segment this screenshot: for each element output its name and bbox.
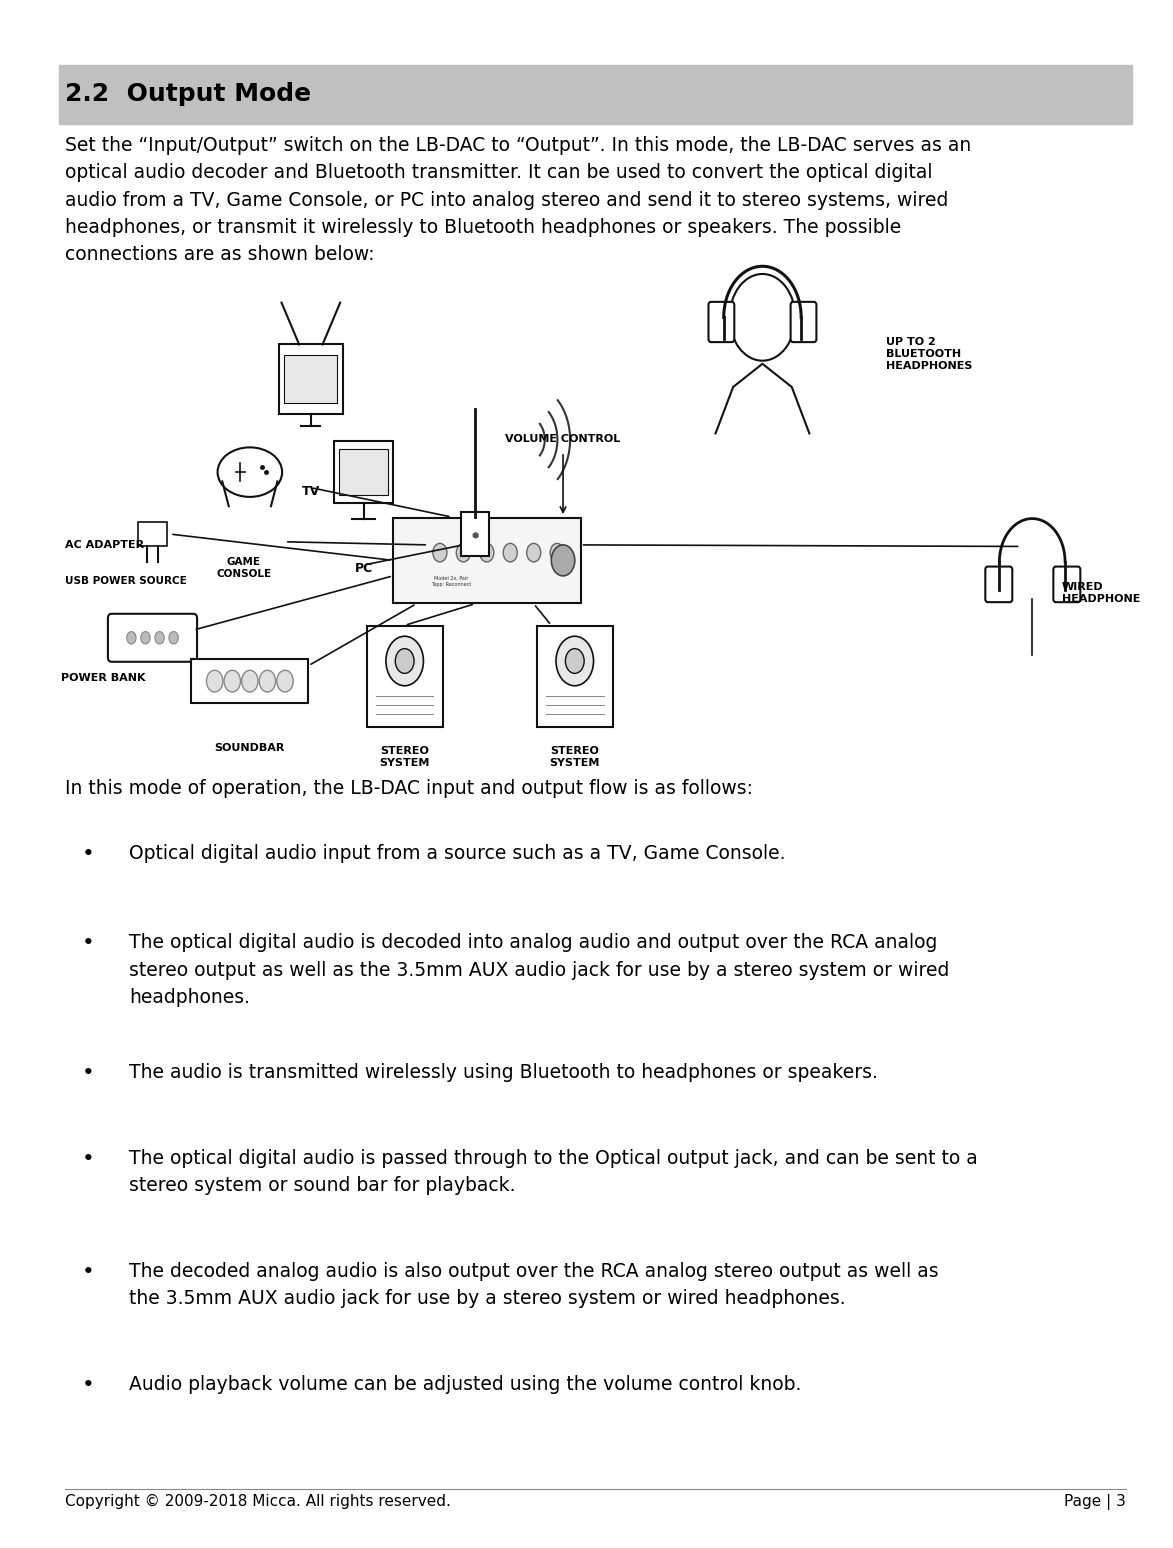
FancyBboxPatch shape: [537, 627, 612, 728]
Text: Page | 3: Page | 3: [1064, 1494, 1126, 1509]
Text: PC: PC: [354, 562, 373, 574]
Circle shape: [386, 636, 423, 686]
Text: The optical digital audio is decoded into analog audio and output over the RCA a: The optical digital audio is decoded int…: [129, 933, 949, 1006]
Circle shape: [565, 649, 584, 673]
Text: Copyright © 2009-2018 Micca. All rights reserved.: Copyright © 2009-2018 Micca. All rights …: [65, 1494, 450, 1509]
FancyBboxPatch shape: [791, 302, 816, 342]
Text: USB POWER SOURCE: USB POWER SOURCE: [65, 576, 187, 585]
Circle shape: [551, 545, 575, 576]
Ellipse shape: [218, 447, 282, 497]
Circle shape: [480, 543, 494, 562]
Circle shape: [550, 543, 564, 562]
Circle shape: [556, 636, 594, 686]
Text: Optical digital audio input from a source such as a TV, Game Console.: Optical digital audio input from a sourc…: [129, 844, 786, 862]
Text: The optical digital audio is passed through to the Optical output jack, and can : The optical digital audio is passed thro…: [129, 1149, 978, 1195]
FancyBboxPatch shape: [138, 522, 167, 546]
Text: POWER BANK: POWER BANK: [61, 673, 145, 683]
Text: •: •: [82, 933, 94, 954]
Text: Audio playback volume can be adjusted using the volume control knob.: Audio playback volume can be adjusted us…: [129, 1375, 801, 1393]
Bar: [59, 65, 1132, 124]
FancyBboxPatch shape: [985, 567, 1012, 602]
FancyBboxPatch shape: [279, 344, 344, 413]
Circle shape: [127, 632, 136, 644]
Text: •: •: [82, 1375, 94, 1395]
FancyBboxPatch shape: [339, 449, 388, 495]
Text: TV: TV: [301, 485, 320, 497]
Circle shape: [141, 632, 150, 644]
Text: Set the “Input/Output” switch on the LB-DAC to “Output”. In this mode, the LB-DA: Set the “Input/Output” switch on the LB-…: [65, 136, 971, 265]
Circle shape: [155, 632, 164, 644]
Text: SOUNDBAR: SOUNDBAR: [215, 743, 285, 752]
FancyBboxPatch shape: [393, 517, 581, 602]
Text: AC ADAPTER: AC ADAPTER: [65, 540, 143, 550]
Text: In this mode of operation, the LB-DAC input and output flow is as follows:: In this mode of operation, the LB-DAC in…: [65, 779, 753, 797]
Circle shape: [503, 543, 517, 562]
Text: 2.2  Output Mode: 2.2 Output Mode: [65, 82, 311, 107]
Circle shape: [259, 670, 276, 692]
Text: STEREO
SYSTEM: STEREO SYSTEM: [550, 746, 599, 768]
FancyBboxPatch shape: [108, 613, 197, 663]
FancyBboxPatch shape: [191, 659, 308, 703]
FancyBboxPatch shape: [708, 302, 734, 342]
Text: •: •: [82, 1262, 94, 1282]
Text: •: •: [82, 1063, 94, 1084]
FancyBboxPatch shape: [366, 627, 443, 728]
Text: •: •: [82, 1149, 94, 1169]
Text: ⬢: ⬢: [472, 531, 479, 540]
Text: •: •: [82, 844, 94, 864]
FancyBboxPatch shape: [334, 441, 393, 503]
Circle shape: [433, 543, 447, 562]
FancyBboxPatch shape: [1053, 567, 1080, 602]
Circle shape: [395, 649, 414, 673]
Text: GAME
CONSOLE: GAME CONSOLE: [217, 557, 271, 579]
Text: WIRED
HEADPHONE: WIRED HEADPHONE: [1062, 582, 1140, 604]
Circle shape: [527, 543, 541, 562]
Circle shape: [277, 670, 293, 692]
Text: The decoded analog audio is also output over the RCA analog stereo output as wel: The decoded analog audio is also output …: [129, 1262, 938, 1308]
Text: The audio is transmitted wirelessly using Bluetooth to headphones or speakers.: The audio is transmitted wirelessly usin…: [129, 1063, 877, 1082]
Text: STEREO
SYSTEM: STEREO SYSTEM: [380, 746, 429, 768]
FancyBboxPatch shape: [285, 354, 338, 402]
Circle shape: [169, 632, 178, 644]
Text: UP TO 2
BLUETOOTH
HEADPHONES: UP TO 2 BLUETOOTH HEADPHONES: [886, 337, 972, 370]
Circle shape: [224, 670, 240, 692]
FancyBboxPatch shape: [461, 512, 489, 556]
Circle shape: [456, 543, 470, 562]
Circle shape: [730, 274, 795, 361]
Circle shape: [242, 670, 258, 692]
Circle shape: [206, 670, 223, 692]
Text: VOLUME CONTROL: VOLUME CONTROL: [506, 435, 621, 444]
Text: Model 2x, Pair
Tapp: Reconnect: Model 2x, Pair Tapp: Reconnect: [432, 576, 472, 587]
